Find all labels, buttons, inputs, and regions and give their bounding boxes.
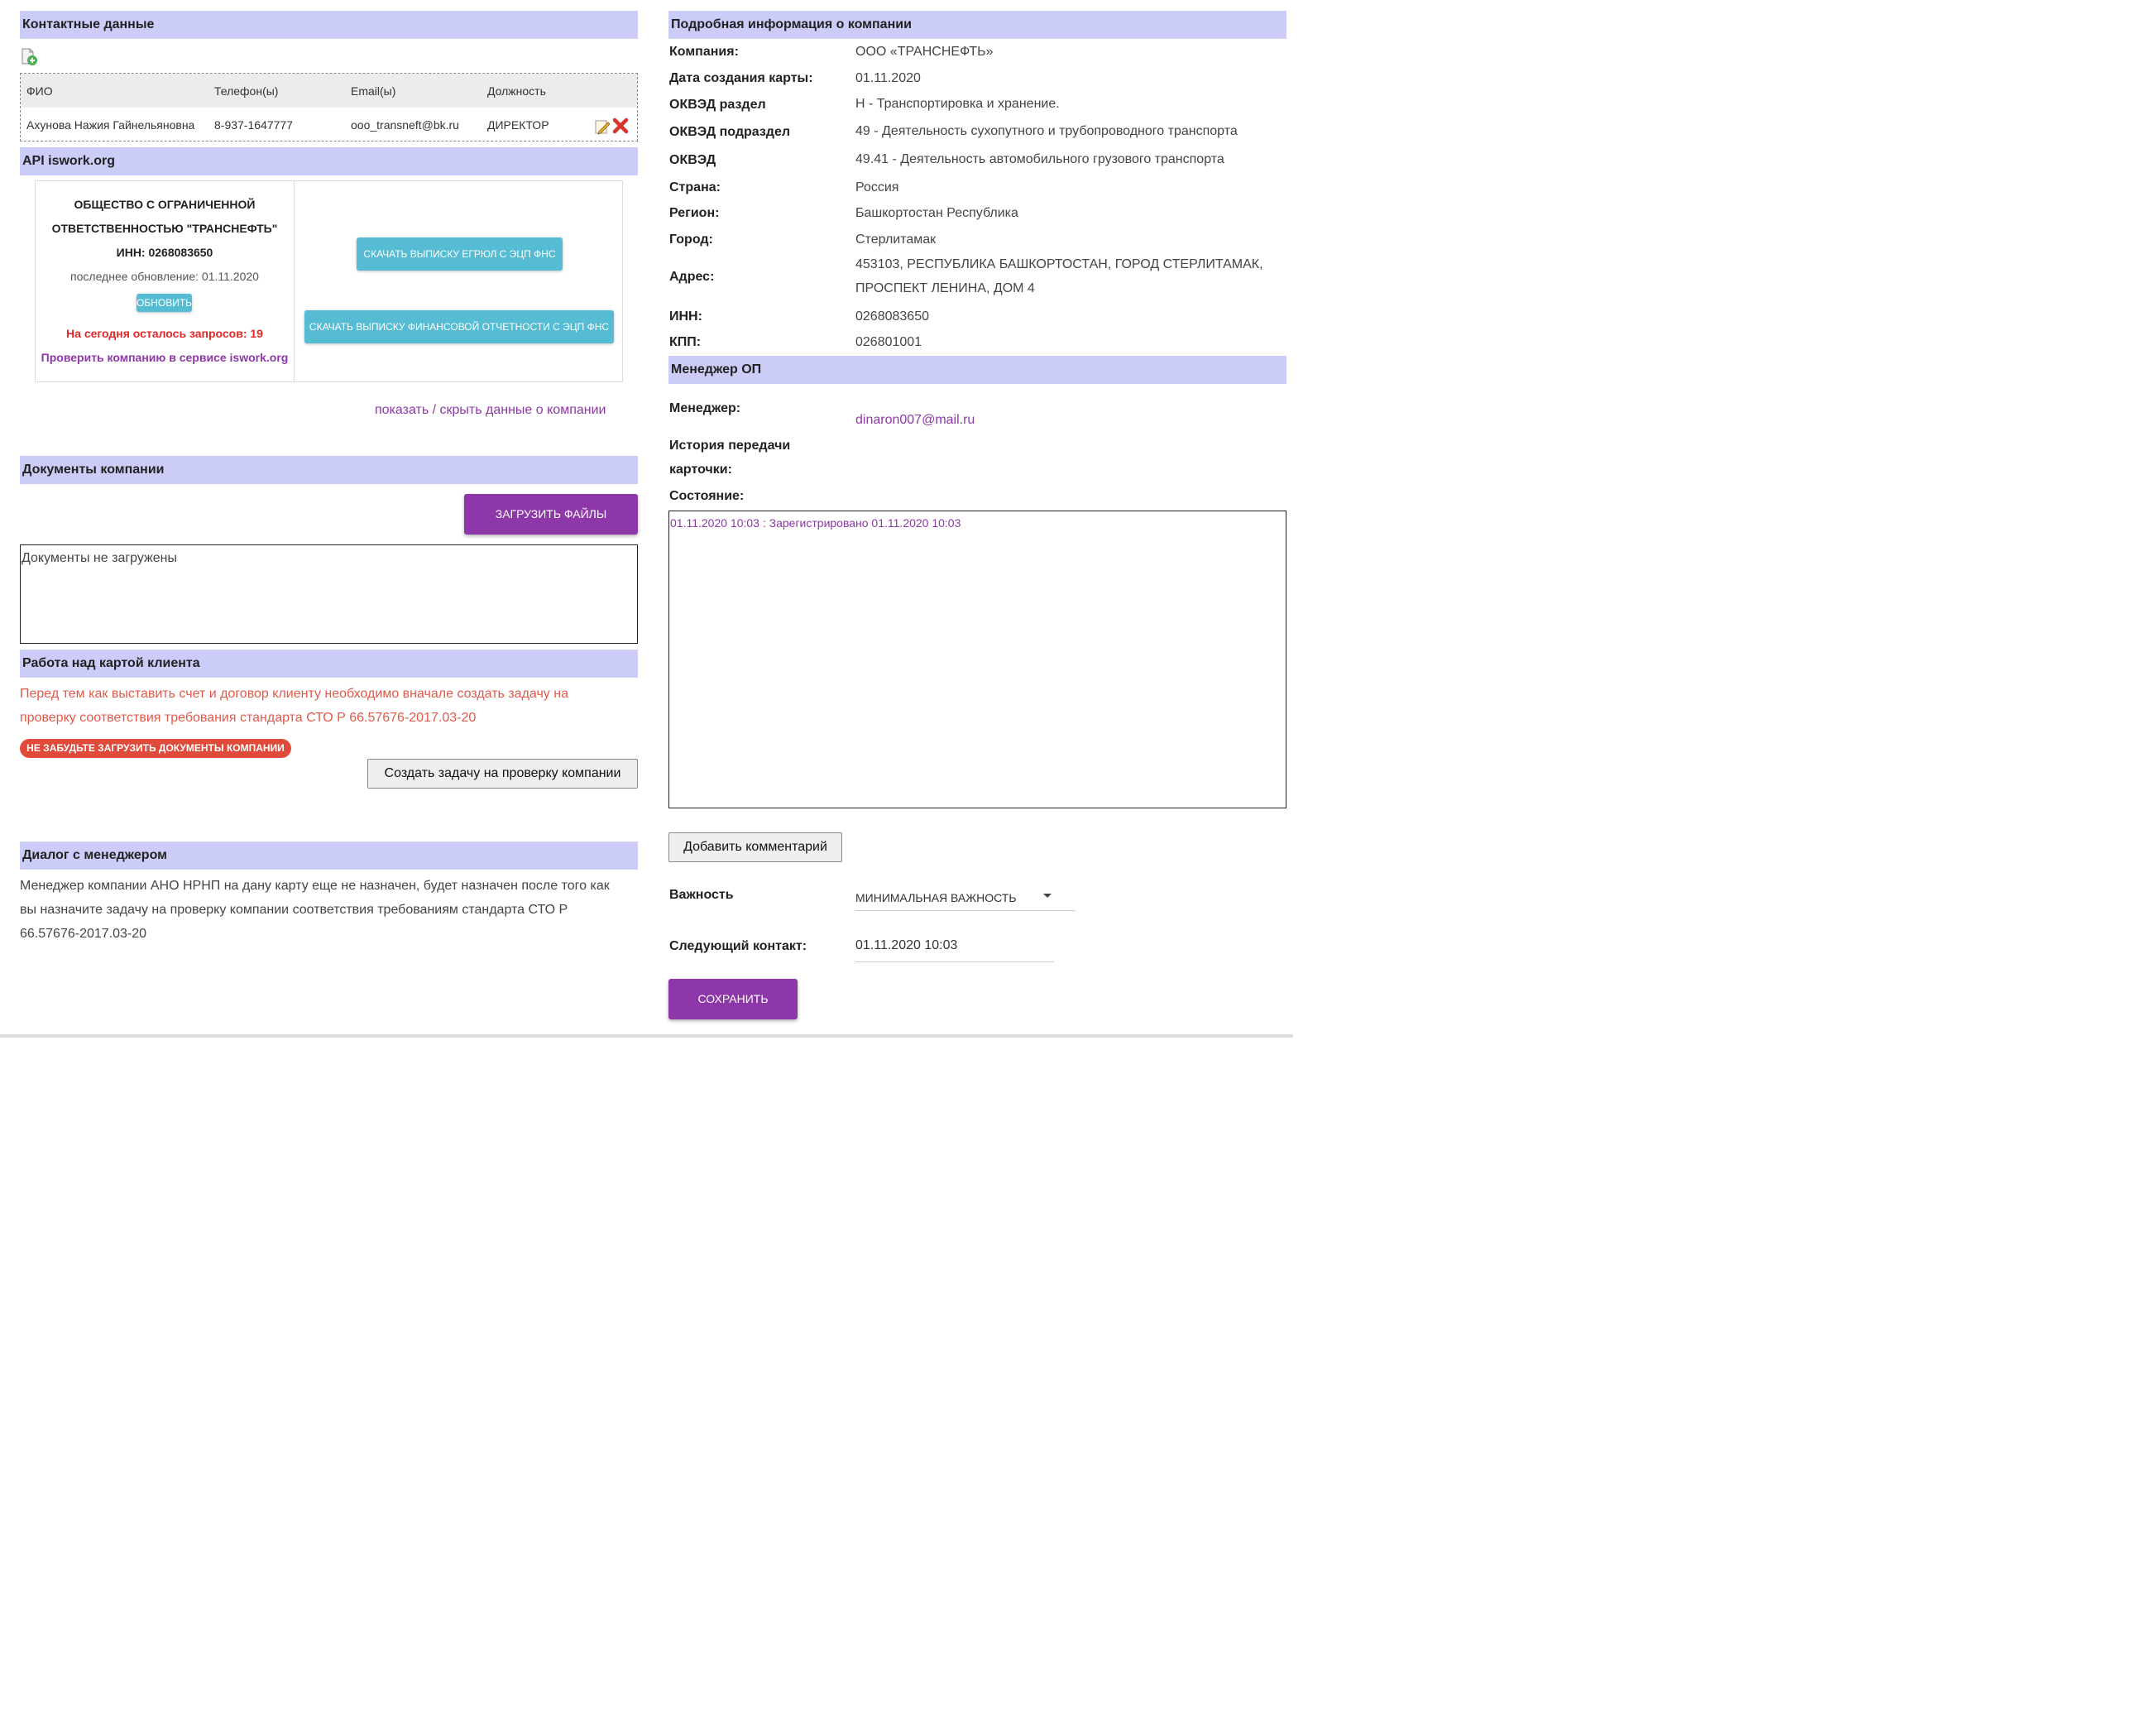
history-log-box: 01.11.2020 10:03 : Зарегистрировано 01.1… xyxy=(668,511,1286,808)
inn-value: 0268083650 xyxy=(855,309,929,324)
toggle-company-data-link[interactable]: показать / скрыть данные о компании xyxy=(375,403,606,417)
documents-box: Документы не загружены xyxy=(20,544,638,644)
region-value: Башкортостан Республика xyxy=(855,206,1018,220)
okved-label: ОКВЭД xyxy=(669,153,716,167)
log-separator: : xyxy=(759,516,769,530)
okved-section-value: H - Транспортировка и хранение. xyxy=(855,97,1060,111)
contacts-header: Контактные данные xyxy=(20,11,638,39)
next-contact-value: 01.11.2020 10:03 xyxy=(855,938,958,952)
company-label: Компания: xyxy=(669,45,739,59)
add-contact-icon[interactable] xyxy=(20,48,38,70)
importance-select[interactable]: МИНИМАЛЬНАЯ ВАЖНОСТЬ xyxy=(855,888,1076,911)
log-entry: 01.11.2020 10:03 : Зарегистрировано 01.1… xyxy=(670,516,961,530)
city-label: Город: xyxy=(669,233,713,247)
log-time: 01.11.2020 10:03 xyxy=(670,516,759,530)
column-header-phone: Телефон(ы) xyxy=(214,84,279,98)
dialog-text-line3: 66.57676-2017.03-20 xyxy=(20,927,147,941)
created-label: Дата создания карты: xyxy=(669,71,813,85)
dialog-text-line1: Менеджер компании АНО НРНП на дану карту… xyxy=(20,879,610,893)
work-warning-line2: проверку соответствия требования стандар… xyxy=(20,711,477,725)
dialog-header: Диалог с менеджером xyxy=(20,842,638,870)
refresh-button[interactable]: ОБНОВИТЬ xyxy=(137,294,192,312)
create-task-button[interactable]: Создать задачу на проверку компании xyxy=(367,759,638,789)
download-egrul-button[interactable]: СКАЧАТЬ ВЫПИСКУ ЕГРЮЛ С ЭЦП ФНС xyxy=(357,237,563,271)
work-warning-line1: Перед тем как выставить счет и договор к… xyxy=(20,687,568,701)
log-text: Зарегистрировано 01.11.2020 10:03 xyxy=(769,516,961,530)
documents-empty-text: Документы не загружены xyxy=(22,551,178,565)
dialog-text-line2: вы назначите задачу на проверку компании… xyxy=(20,903,568,917)
upload-reminder-badge: НЕ ЗАБУДЬТЕ ЗАГРУЗИТЬ ДОКУМЕНТЫ КОМПАНИИ xyxy=(20,739,291,758)
add-comment-button[interactable]: Добавить комментарий xyxy=(668,832,842,862)
next-contact-field[interactable]: 01.11.2020 10:03 xyxy=(855,935,1054,962)
inn-label: ИНН: xyxy=(669,309,702,324)
edit-icon[interactable] xyxy=(594,118,611,139)
history-label-line1: История передачи xyxy=(669,439,791,453)
manager-email-link[interactable]: dinaron007@mail.ru xyxy=(855,413,975,427)
company-value: ООО «ТРАНСНЕФТЬ» xyxy=(855,45,994,59)
state-label: Состояние: xyxy=(669,489,745,503)
page-bottom-border xyxy=(0,1034,1293,1038)
work-header: Работа над картой клиента xyxy=(20,650,638,678)
column-header-fio: ФИО xyxy=(26,84,53,98)
requests-left: На сегодня осталось запросов: 19 xyxy=(66,327,263,340)
manager-label: Менеджер: xyxy=(669,401,741,415)
importance-label: Важность xyxy=(669,888,734,902)
api-company-name-line2: ОТВЕТСТВЕННОСТЬЮ "ТРАНСНЕФТЬ" xyxy=(51,222,278,235)
upload-files-button[interactable]: ЗАГРУЗИТЬ ФАЙЛЫ xyxy=(464,494,638,535)
column-header-position: Должность xyxy=(487,84,546,98)
manager-header: Менеджер ОП xyxy=(668,356,1286,384)
address-line2: ПРОСПЕКТ ЛЕНИНА, ДОМ 4 xyxy=(855,281,1035,295)
created-value: 01.11.2020 xyxy=(855,71,921,85)
history-label-line2: карточки: xyxy=(669,463,732,477)
api-panel: ОБЩЕСТВО С ОГРАНИЧЕННОЙ ОТВЕТСТВЕННОСТЬЮ… xyxy=(35,180,623,382)
country-value: Россия xyxy=(855,180,899,194)
okved-value: 49.41 - Деятельность автомобильного груз… xyxy=(855,152,1224,166)
importance-value: МИНИМАЛЬНАЯ ВАЖНОСТЬ xyxy=(855,891,1017,904)
contact-fio: Ахунова Нажия Гайнельяновна xyxy=(26,118,195,132)
save-button[interactable]: СОХРАНИТЬ xyxy=(668,979,798,1019)
kpp-label: КПП: xyxy=(669,335,702,349)
api-header: API iswork.org xyxy=(20,147,638,175)
okved-subsection-label: ОКВЭД подраздел xyxy=(669,125,791,139)
documents-header: Документы компании xyxy=(20,456,638,484)
dropdown-arrow-icon xyxy=(1042,889,1052,904)
contact-phone: 8-937-1647777 xyxy=(214,118,293,132)
okved-subsection-value: 49 - Деятельность сухопутного и трубопро… xyxy=(855,124,1238,138)
contact-email: ooo_transneft@bk.ru xyxy=(351,118,459,132)
city-value: Стерлитамак xyxy=(855,233,937,247)
column-header-email: Email(ы) xyxy=(351,84,396,98)
country-label: Страна: xyxy=(669,180,721,194)
contacts-table: ФИО Телефон(ы) Email(ы) Должность Ахунов… xyxy=(20,73,638,141)
api-company-name-line1: ОБЩЕСТВО С ОГРАНИЧЕННОЙ xyxy=(74,198,256,211)
kpp-value: 026801001 xyxy=(855,335,922,349)
api-inn: ИНН: 0268083650 xyxy=(116,246,213,259)
company-details-header: Подробная информация о компании xyxy=(668,11,1286,39)
contact-position: ДИРЕКТОР xyxy=(487,118,549,132)
next-contact-label: Следующий контакт: xyxy=(669,939,807,953)
region-label: Регион: xyxy=(669,206,720,220)
address-line1: 453103, РЕСПУБЛИКА БАШКОРТОСТАН, ГОРОД С… xyxy=(855,257,1263,271)
okved-section-label: ОКВЭД раздел xyxy=(669,98,766,112)
api-last-update: последнее обновление: 01.11.2020 xyxy=(70,270,259,283)
address-label: Адрес: xyxy=(669,270,715,284)
check-company-link[interactable]: Проверить компанию в сервисе iswork.org xyxy=(41,351,289,364)
delete-icon[interactable] xyxy=(612,117,629,138)
download-finance-button[interactable]: СКАЧАТЬ ВЫПИСКУ ФИНАНСОВОЙ ОТЧЕТНОСТИ С … xyxy=(304,310,614,343)
